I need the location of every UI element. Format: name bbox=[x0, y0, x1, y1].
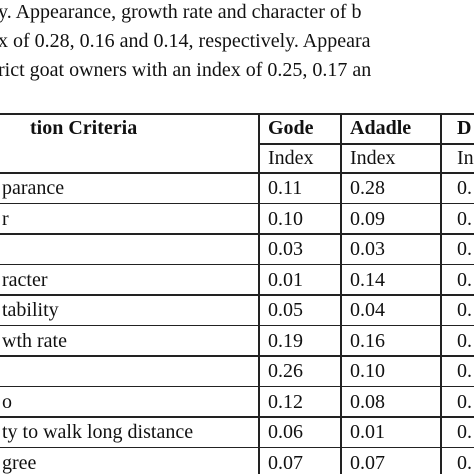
table-rule bbox=[0, 385, 474, 387]
table-cell: 0.19 bbox=[268, 329, 303, 352]
table-cell: o bbox=[2, 390, 12, 413]
table-cell: 0.06 bbox=[268, 421, 303, 443]
table-rule bbox=[0, 113, 474, 115]
table-cell: 0.10 bbox=[350, 360, 385, 382]
table-cell: wth rate bbox=[2, 329, 67, 352]
table-cell: ty to walk long distance bbox=[2, 421, 194, 443]
table-cell: 0.01 bbox=[350, 421, 385, 443]
column-rule bbox=[440, 113, 442, 474]
table-cell: 0. bbox=[457, 207, 472, 230]
table-cell: 0.04 bbox=[350, 299, 385, 321]
intro-line: rict goat owners with an index of 0.25, … bbox=[0, 59, 372, 81]
table-cell: 0. bbox=[457, 421, 472, 443]
table-cell: 0. bbox=[457, 329, 472, 352]
table-cell: 0.12 bbox=[268, 390, 303, 413]
table-cell: 0.05 bbox=[268, 299, 303, 321]
table-cell: 0.07 bbox=[268, 451, 303, 474]
table-cell: 0.09 bbox=[350, 207, 385, 230]
table-cell: 0.01 bbox=[268, 268, 303, 291]
table-cell: tability bbox=[2, 299, 59, 321]
table-cell: racter bbox=[2, 268, 48, 291]
header-cell: tion Criteria bbox=[30, 117, 138, 139]
table-cell: r bbox=[2, 207, 9, 230]
table-cell: 0. bbox=[457, 177, 472, 199]
table-rule bbox=[0, 355, 474, 357]
table-cell: parance bbox=[2, 177, 65, 199]
subheader-cell: In bbox=[457, 147, 474, 169]
subheader-cell: Index bbox=[350, 147, 396, 169]
table-cell: 0.14 bbox=[350, 268, 385, 291]
table-cell: 0.26 bbox=[268, 360, 303, 382]
table-rule bbox=[0, 446, 474, 448]
table-cell: 0.07 bbox=[350, 451, 385, 474]
table-rule bbox=[0, 294, 474, 296]
table-cell: 0. bbox=[457, 390, 472, 413]
table-cell: 0.11 bbox=[268, 177, 303, 199]
subheader-cell: Index bbox=[268, 147, 314, 169]
table-cell: 0. bbox=[457, 451, 472, 474]
table-rule bbox=[0, 233, 474, 235]
column-rule bbox=[258, 113, 260, 474]
table-cell: 0.16 bbox=[350, 329, 385, 352]
table-rule bbox=[0, 416, 474, 418]
table-cell: 0. bbox=[457, 360, 472, 382]
header-cell: D bbox=[457, 117, 472, 139]
table-cell: 0.03 bbox=[350, 238, 385, 260]
table-rule bbox=[0, 263, 474, 265]
table-cell: 0. bbox=[457, 238, 472, 260]
table-cell: 0.10 bbox=[268, 207, 303, 230]
table-cell: 0. bbox=[457, 299, 472, 321]
table-rule bbox=[0, 324, 474, 326]
intro-line: y. Appearance, growth rate and character… bbox=[0, 1, 362, 23]
table-rule bbox=[258, 143, 474, 145]
header-cell: Gode bbox=[268, 117, 314, 139]
table-rule bbox=[0, 202, 474, 204]
table-cell: 0.08 bbox=[350, 390, 385, 413]
table-cell: gree bbox=[2, 451, 37, 474]
intro-line: x of 0.28, 0.16 and 0.14, respectively. … bbox=[0, 30, 371, 52]
column-rule bbox=[340, 113, 342, 474]
table-cell: 0.03 bbox=[268, 238, 303, 260]
table-cell: 0.28 bbox=[350, 177, 385, 199]
header-cell: Adadle bbox=[350, 117, 412, 139]
table-cell: 0. bbox=[457, 268, 472, 291]
table-rule bbox=[0, 172, 474, 174]
